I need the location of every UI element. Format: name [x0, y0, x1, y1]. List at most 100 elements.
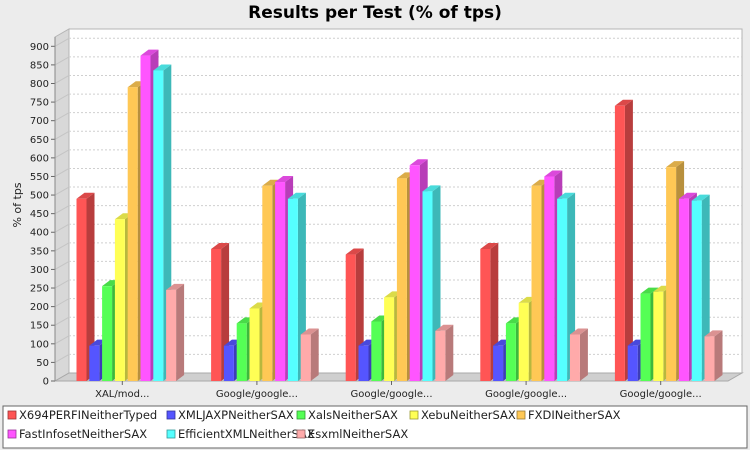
- bar-front: [544, 176, 555, 381]
- bar-side: [310, 328, 319, 381]
- gridline-wall: [54, 149, 70, 159]
- bar-top: [640, 287, 659, 294]
- gridline-wall: [54, 242, 70, 252]
- bar-top: [435, 324, 454, 331]
- gridline-wall: [54, 75, 70, 84]
- bar-front: [435, 330, 446, 381]
- legend-item: EsxmlNeitherSAX: [296, 427, 408, 441]
- gridline-wall: [54, 223, 70, 233]
- gridline-wall: [54, 335, 70, 345]
- legend-box: [2, 405, 748, 449]
- y-tick-label: 0: [43, 377, 49, 388]
- bar-top: [557, 192, 576, 199]
- bar-front: [493, 345, 504, 381]
- bar-front: [678, 198, 689, 381]
- bar-front: [275, 182, 286, 381]
- bar-front: [627, 345, 638, 381]
- bar-front: [140, 55, 151, 381]
- legend-item: X694PERFINeitherTyped: [7, 408, 157, 422]
- legend-label: XMLJAXPNeitherSAX: [178, 408, 294, 422]
- bar-front: [345, 254, 356, 381]
- y-tick-label: 600: [30, 153, 49, 164]
- x-category-label: Google/google...: [350, 389, 432, 400]
- y-tick-label: 300: [30, 265, 49, 276]
- bar-top: [704, 330, 723, 337]
- legend-swatch: [166, 410, 176, 420]
- bar-front: [102, 286, 113, 381]
- bar-side: [714, 330, 723, 381]
- bar-front: [300, 334, 311, 381]
- gridline-wall: [54, 93, 70, 103]
- bar-front: [531, 185, 542, 381]
- bar-front: [114, 219, 125, 381]
- legend-label: EsxmlNeitherSAX: [308, 427, 408, 441]
- x-category-label: XAL/mod...: [95, 389, 149, 400]
- bar: [300, 328, 319, 381]
- bar-front: [653, 291, 664, 381]
- bar-side: [176, 283, 185, 381]
- bar-front: [640, 293, 651, 381]
- gridline-wall: [54, 279, 70, 289]
- bar-top: [345, 248, 364, 255]
- legend-swatch: [409, 410, 419, 420]
- y-tick-label: 750: [30, 98, 49, 109]
- bar-front: [89, 345, 100, 381]
- bar: [569, 328, 588, 381]
- bar-front: [211, 248, 222, 381]
- gridline-wall: [54, 260, 70, 270]
- y-axis-label: % of tps: [11, 182, 24, 227]
- bar: [166, 283, 185, 381]
- bar-front: [153, 70, 164, 381]
- gridline-wall: [54, 37, 70, 47]
- legend-label: FXDINeitherSAX: [528, 408, 621, 422]
- bar-top: [76, 192, 95, 199]
- legend-item: XebuNeitherSAX: [409, 408, 516, 422]
- bar: [435, 324, 454, 381]
- legend-swatch: [7, 429, 17, 439]
- bar-top: [544, 170, 563, 177]
- legend-swatch: [296, 429, 306, 439]
- bar-front: [518, 302, 529, 381]
- bar-front: [371, 321, 382, 381]
- plot-area: 0 50 100 150 200 250 300 350 400 450 500 550 600 650 7…: [30, 28, 744, 400]
- y-tick-label: 50: [36, 358, 49, 369]
- bar-top: [153, 64, 172, 71]
- bar-top: [480, 242, 499, 249]
- legend-swatch: [7, 410, 17, 420]
- x-category-label: Google/google...: [485, 389, 567, 400]
- bar-front: [480, 248, 491, 381]
- y-tick-label: 700: [30, 116, 49, 127]
- legend-item: XalsNeitherSAX: [296, 408, 398, 422]
- gridline-wall: [54, 168, 70, 177]
- gridline-wall: [54, 316, 70, 326]
- bar-top: [166, 283, 185, 290]
- y-tick-label: 500: [30, 191, 49, 202]
- legend-label: FastInfosetNeitherSAX: [19, 427, 147, 441]
- y-tick-label: 200: [30, 302, 49, 313]
- bar-top: [569, 328, 588, 335]
- bar-front: [691, 200, 702, 381]
- y-tick-label: 650: [30, 135, 49, 146]
- y-tick-label: 150: [30, 321, 49, 332]
- gridline-wall: [54, 353, 70, 363]
- bar-top: [287, 192, 306, 199]
- bar-front: [166, 289, 177, 381]
- bar-front: [127, 87, 138, 381]
- y-tick-label: 400: [30, 228, 49, 239]
- gridline-wall: [54, 186, 70, 196]
- bar-top: [614, 99, 633, 106]
- legend-item: EfficientXMLNeitherSAX: [166, 427, 315, 441]
- bar-side: [579, 328, 588, 381]
- bar-top: [300, 328, 319, 335]
- bar-side: [624, 99, 633, 382]
- y-tick-label: 900: [30, 42, 49, 53]
- bar-front: [223, 345, 234, 381]
- bar-top: [678, 192, 697, 199]
- bar-side: [445, 324, 454, 381]
- legend-swatch: [166, 429, 176, 439]
- bar-top: [422, 185, 441, 192]
- y-tick-label: 850: [30, 60, 49, 71]
- bar: [704, 330, 723, 381]
- y-tick-label: 550: [30, 172, 49, 183]
